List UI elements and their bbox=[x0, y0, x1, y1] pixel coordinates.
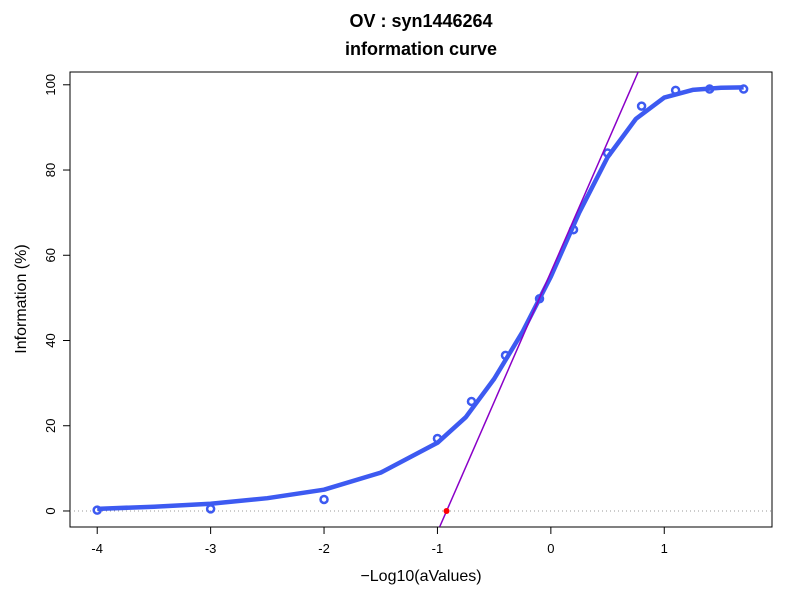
y-tick-label: 100 bbox=[43, 74, 58, 96]
data-point bbox=[670, 85, 681, 96]
y-tick-label: 80 bbox=[43, 163, 58, 177]
x-tick-label: 1 bbox=[661, 541, 668, 556]
data-point bbox=[738, 84, 749, 94]
data-point bbox=[432, 433, 443, 444]
data-point bbox=[205, 504, 216, 514]
x-tick-label: 0 bbox=[547, 541, 554, 556]
chart-subtitle: information curve bbox=[345, 39, 497, 59]
x-tick-label: -3 bbox=[205, 541, 217, 556]
y-tick-label: 0 bbox=[43, 507, 58, 514]
data-point bbox=[636, 101, 647, 111]
marker-point bbox=[443, 507, 450, 514]
x-tick-label: -4 bbox=[91, 541, 103, 556]
data-point bbox=[319, 494, 329, 505]
data-point bbox=[500, 350, 511, 361]
data-point bbox=[602, 148, 613, 158]
x-axis-title: −Log10(aValues) bbox=[360, 568, 481, 585]
y-tick-label: 20 bbox=[43, 419, 58, 433]
series-line bbox=[97, 85, 744, 512]
plot-frame bbox=[69, 71, 773, 528]
x-tick-label: -1 bbox=[432, 541, 444, 556]
y-axis-title: Information (%) bbox=[13, 244, 30, 353]
data-point bbox=[704, 84, 715, 94]
data-point bbox=[466, 396, 477, 407]
data-point bbox=[92, 505, 102, 515]
x-tick-label: -2 bbox=[318, 541, 330, 556]
series-line bbox=[439, 72, 639, 527]
y-tick-label: 40 bbox=[43, 333, 58, 347]
y-tick-label: 60 bbox=[43, 248, 58, 262]
plot-area bbox=[92, 72, 749, 527]
data-point bbox=[534, 293, 545, 304]
chart-title: OV : syn1446264 bbox=[349, 11, 492, 31]
